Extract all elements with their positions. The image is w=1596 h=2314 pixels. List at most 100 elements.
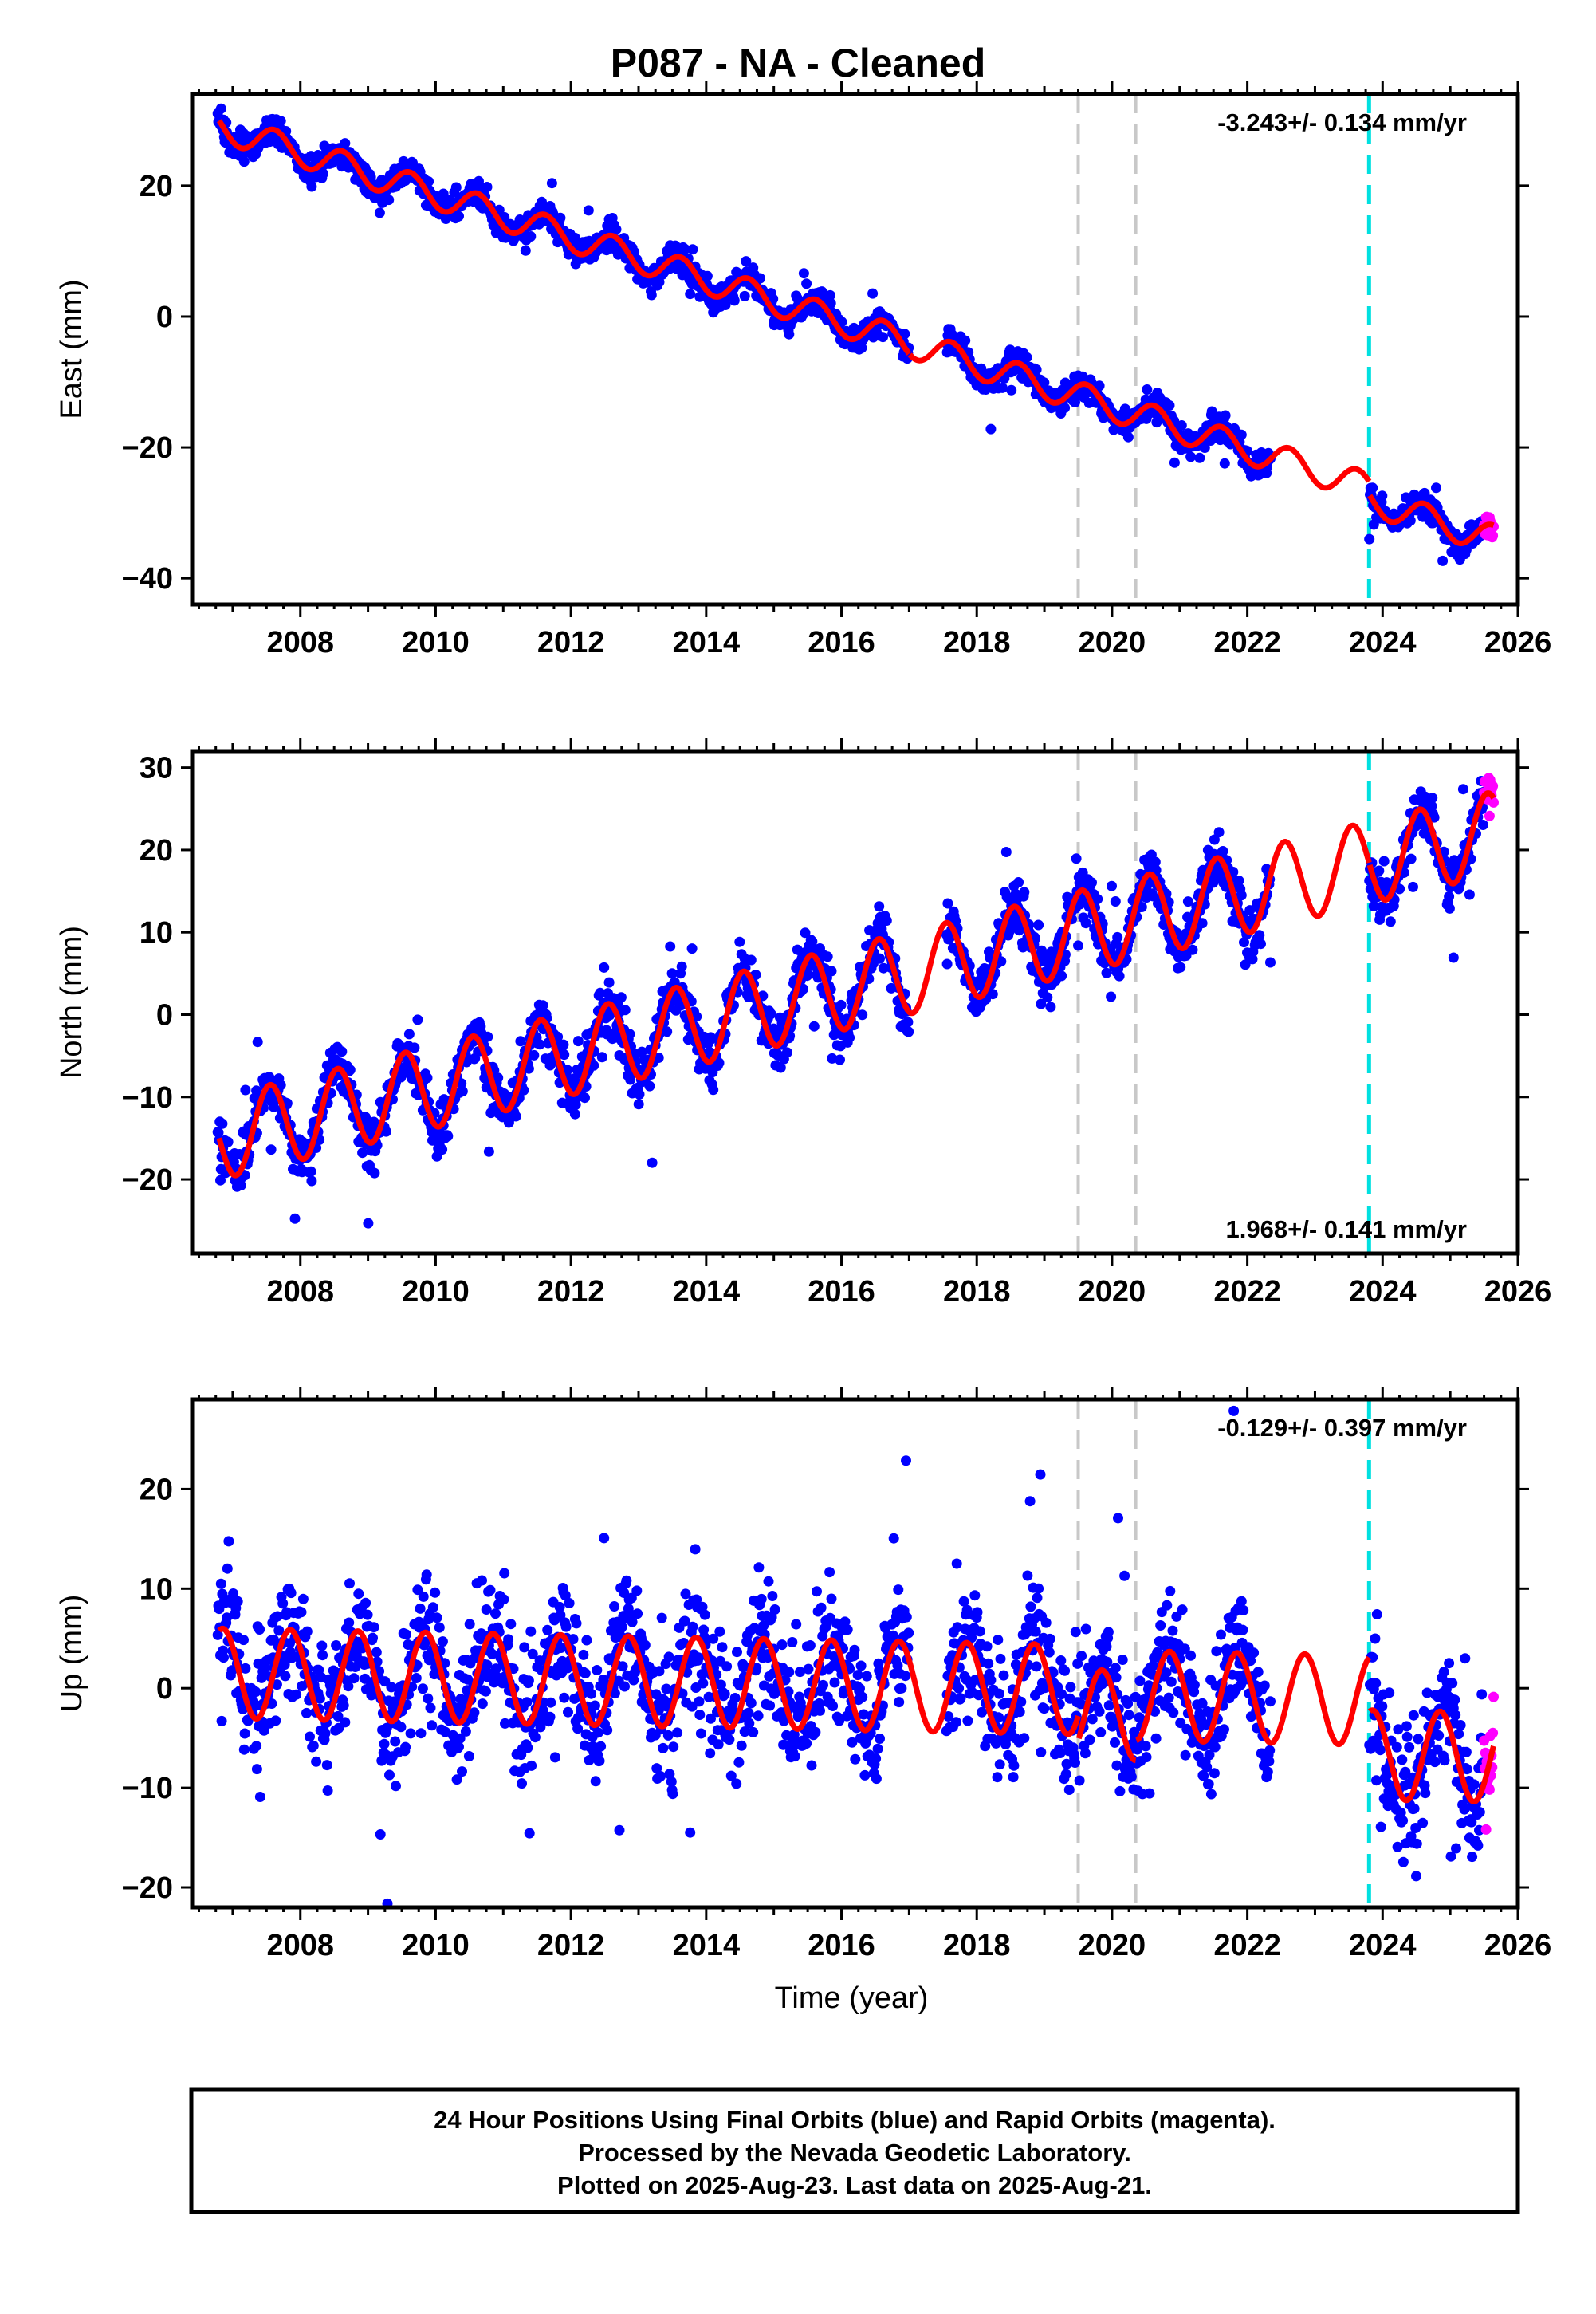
data-point bbox=[614, 1824, 625, 1836]
data-point bbox=[510, 1111, 521, 1122]
east-rate-annotation: -3.243+/- 0.134 mm/yr bbox=[1217, 108, 1467, 136]
data-point bbox=[844, 1032, 855, 1043]
data-point bbox=[312, 1912, 322, 1922]
data-point bbox=[340, 138, 351, 149]
data-point bbox=[442, 1131, 454, 1142]
north-final-orbit-points bbox=[212, 776, 1489, 1229]
data-point bbox=[400, 1741, 411, 1753]
data-point bbox=[580, 1092, 590, 1104]
data-point bbox=[902, 1017, 914, 1028]
data-point bbox=[1073, 940, 1083, 951]
data-point bbox=[694, 1696, 705, 1707]
data-point bbox=[417, 1683, 428, 1694]
data-point bbox=[368, 1632, 378, 1643]
data-point bbox=[768, 293, 779, 305]
data-point bbox=[658, 1742, 669, 1753]
data-point bbox=[1039, 377, 1050, 388]
x-tick-label: 2024 bbox=[1349, 1275, 1417, 1309]
data-point bbox=[415, 1603, 426, 1614]
data-point bbox=[729, 1693, 741, 1703]
north-panel: 2008 2010 2012 2014 2016 2018 2020 2022 2024 2026… bbox=[55, 738, 1551, 1309]
data-point bbox=[756, 1593, 767, 1604]
y-tick-label: −20 bbox=[122, 1163, 173, 1197]
data-point bbox=[1094, 380, 1105, 392]
data-point bbox=[1236, 429, 1247, 440]
data-point bbox=[826, 1593, 837, 1604]
data-point bbox=[374, 207, 385, 218]
data-point bbox=[755, 273, 765, 284]
data-point bbox=[861, 1671, 872, 1682]
data-point bbox=[1019, 887, 1030, 898]
data-point bbox=[457, 1086, 468, 1097]
data-point bbox=[668, 1741, 679, 1753]
data-point bbox=[438, 188, 449, 199]
data-point bbox=[544, 1711, 556, 1722]
x-tick-label: 2020 bbox=[1079, 626, 1146, 659]
data-point bbox=[699, 1609, 710, 1620]
data-point bbox=[1364, 533, 1375, 545]
data-point bbox=[524, 1828, 535, 1839]
data-point bbox=[1056, 970, 1067, 982]
x-tick-label: 2012 bbox=[537, 626, 605, 659]
data-point bbox=[555, 212, 566, 223]
data-point bbox=[748, 1726, 759, 1737]
data-point bbox=[835, 999, 847, 1010]
data-point bbox=[218, 1652, 229, 1663]
data-point bbox=[617, 1661, 628, 1672]
data-point bbox=[646, 289, 657, 301]
north-rate-annotation: 1.968+/- 0.141 mm/yr bbox=[1226, 1215, 1467, 1243]
data-point bbox=[563, 1706, 573, 1718]
data-point bbox=[583, 205, 594, 216]
data-point bbox=[855, 1660, 867, 1671]
x-tick-label: 2020 bbox=[1079, 1275, 1146, 1309]
data-point bbox=[1000, 847, 1012, 857]
x-tick-label: 2024 bbox=[1349, 626, 1417, 659]
data-point bbox=[421, 1569, 432, 1580]
data-point bbox=[542, 1624, 553, 1635]
data-point bbox=[423, 1693, 434, 1704]
data-point bbox=[745, 1698, 757, 1709]
data-point bbox=[824, 289, 835, 301]
data-point bbox=[390, 1736, 401, 1747]
data-point bbox=[619, 1005, 631, 1016]
data-point bbox=[483, 1146, 494, 1157]
data-point bbox=[874, 901, 885, 912]
x-tick-label: 2014 bbox=[673, 626, 741, 659]
data-point bbox=[391, 1781, 401, 1792]
data-point bbox=[250, 1686, 261, 1698]
data-point bbox=[430, 1587, 441, 1598]
data-point bbox=[537, 1000, 548, 1011]
data-point bbox=[741, 256, 752, 267]
data-point bbox=[687, 1621, 698, 1632]
data-point bbox=[321, 1760, 332, 1771]
data-point bbox=[721, 1661, 733, 1672]
data-point bbox=[316, 1640, 328, 1651]
data-point bbox=[344, 1617, 355, 1628]
data-point bbox=[596, 1741, 607, 1752]
data-point bbox=[633, 1099, 644, 1110]
data-point bbox=[523, 1675, 534, 1686]
data-point bbox=[1080, 918, 1091, 929]
data-point bbox=[525, 231, 537, 242]
data-point bbox=[1477, 820, 1488, 830]
data-point bbox=[306, 1175, 317, 1187]
data-point bbox=[558, 1039, 569, 1050]
data-point bbox=[881, 915, 892, 926]
east-y-axis-label: East (mm) bbox=[55, 279, 88, 419]
data-point bbox=[850, 1753, 861, 1765]
data-point bbox=[1256, 939, 1266, 950]
data-point bbox=[639, 1639, 651, 1651]
data-point bbox=[835, 1054, 845, 1065]
data-point bbox=[427, 1720, 438, 1731]
data-point bbox=[517, 1778, 527, 1789]
data-point bbox=[254, 1624, 265, 1635]
data-point bbox=[1385, 916, 1396, 927]
data-point bbox=[482, 1031, 493, 1042]
data-point bbox=[1031, 364, 1042, 375]
data-point bbox=[765, 1700, 776, 1711]
data-point bbox=[586, 1688, 597, 1699]
data-point bbox=[480, 1686, 491, 1697]
data-point bbox=[580, 1668, 591, 1678]
chart-title: P087 - NA - Cleaned bbox=[611, 41, 986, 85]
data-point bbox=[745, 954, 757, 966]
